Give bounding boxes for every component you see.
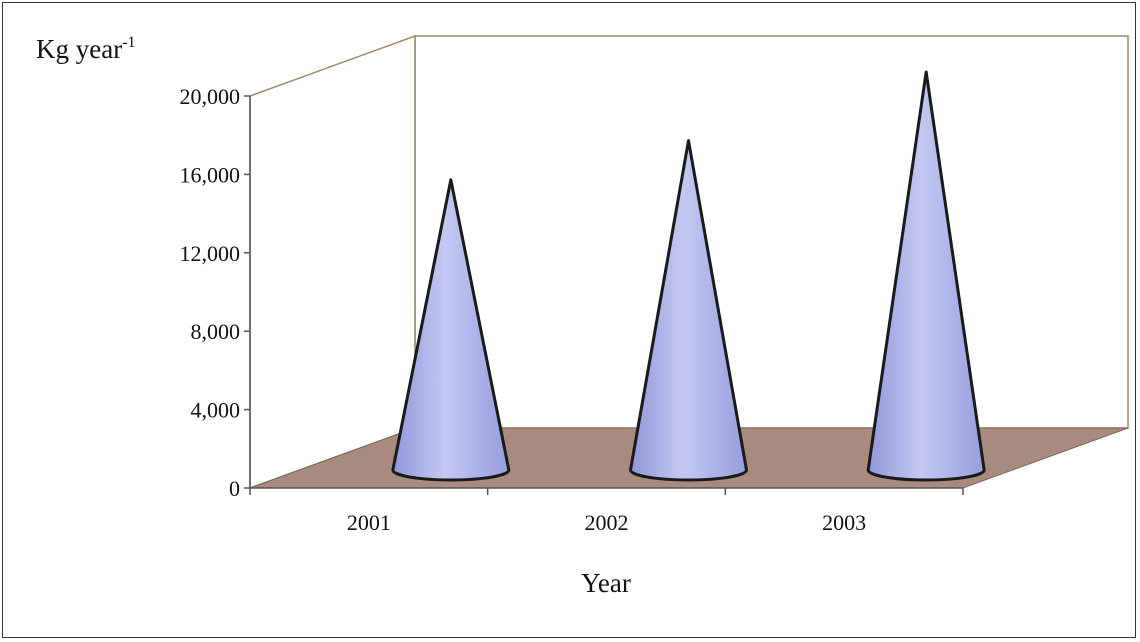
y-tick-label: 16,000: [180, 162, 241, 187]
y-tick-label: 4,000: [191, 398, 241, 423]
side-wall: [249, 34, 416, 490]
cone-bar-2003: [866, 70, 986, 482]
y-axis-title: Kg year-1: [36, 34, 136, 64]
x-tick-label: 2003: [822, 510, 866, 535]
y-tick-label: 0: [229, 476, 240, 501]
y-tick-label: 12,000: [180, 241, 241, 266]
x-axis-title: Year: [581, 568, 631, 598]
x-tick-label: 2002: [585, 510, 629, 535]
y-tick-label: 20,000: [180, 84, 241, 109]
cone-bar-2001: [391, 178, 511, 482]
cone-body: [391, 178, 511, 482]
back-wall: [414, 35, 1129, 429]
x-tick-label: 2001: [347, 510, 391, 535]
cone-bar-2002: [629, 139, 748, 482]
y-tick-label: 8,000: [191, 319, 241, 344]
cone-body: [629, 139, 748, 482]
cone-body: [866, 70, 986, 482]
